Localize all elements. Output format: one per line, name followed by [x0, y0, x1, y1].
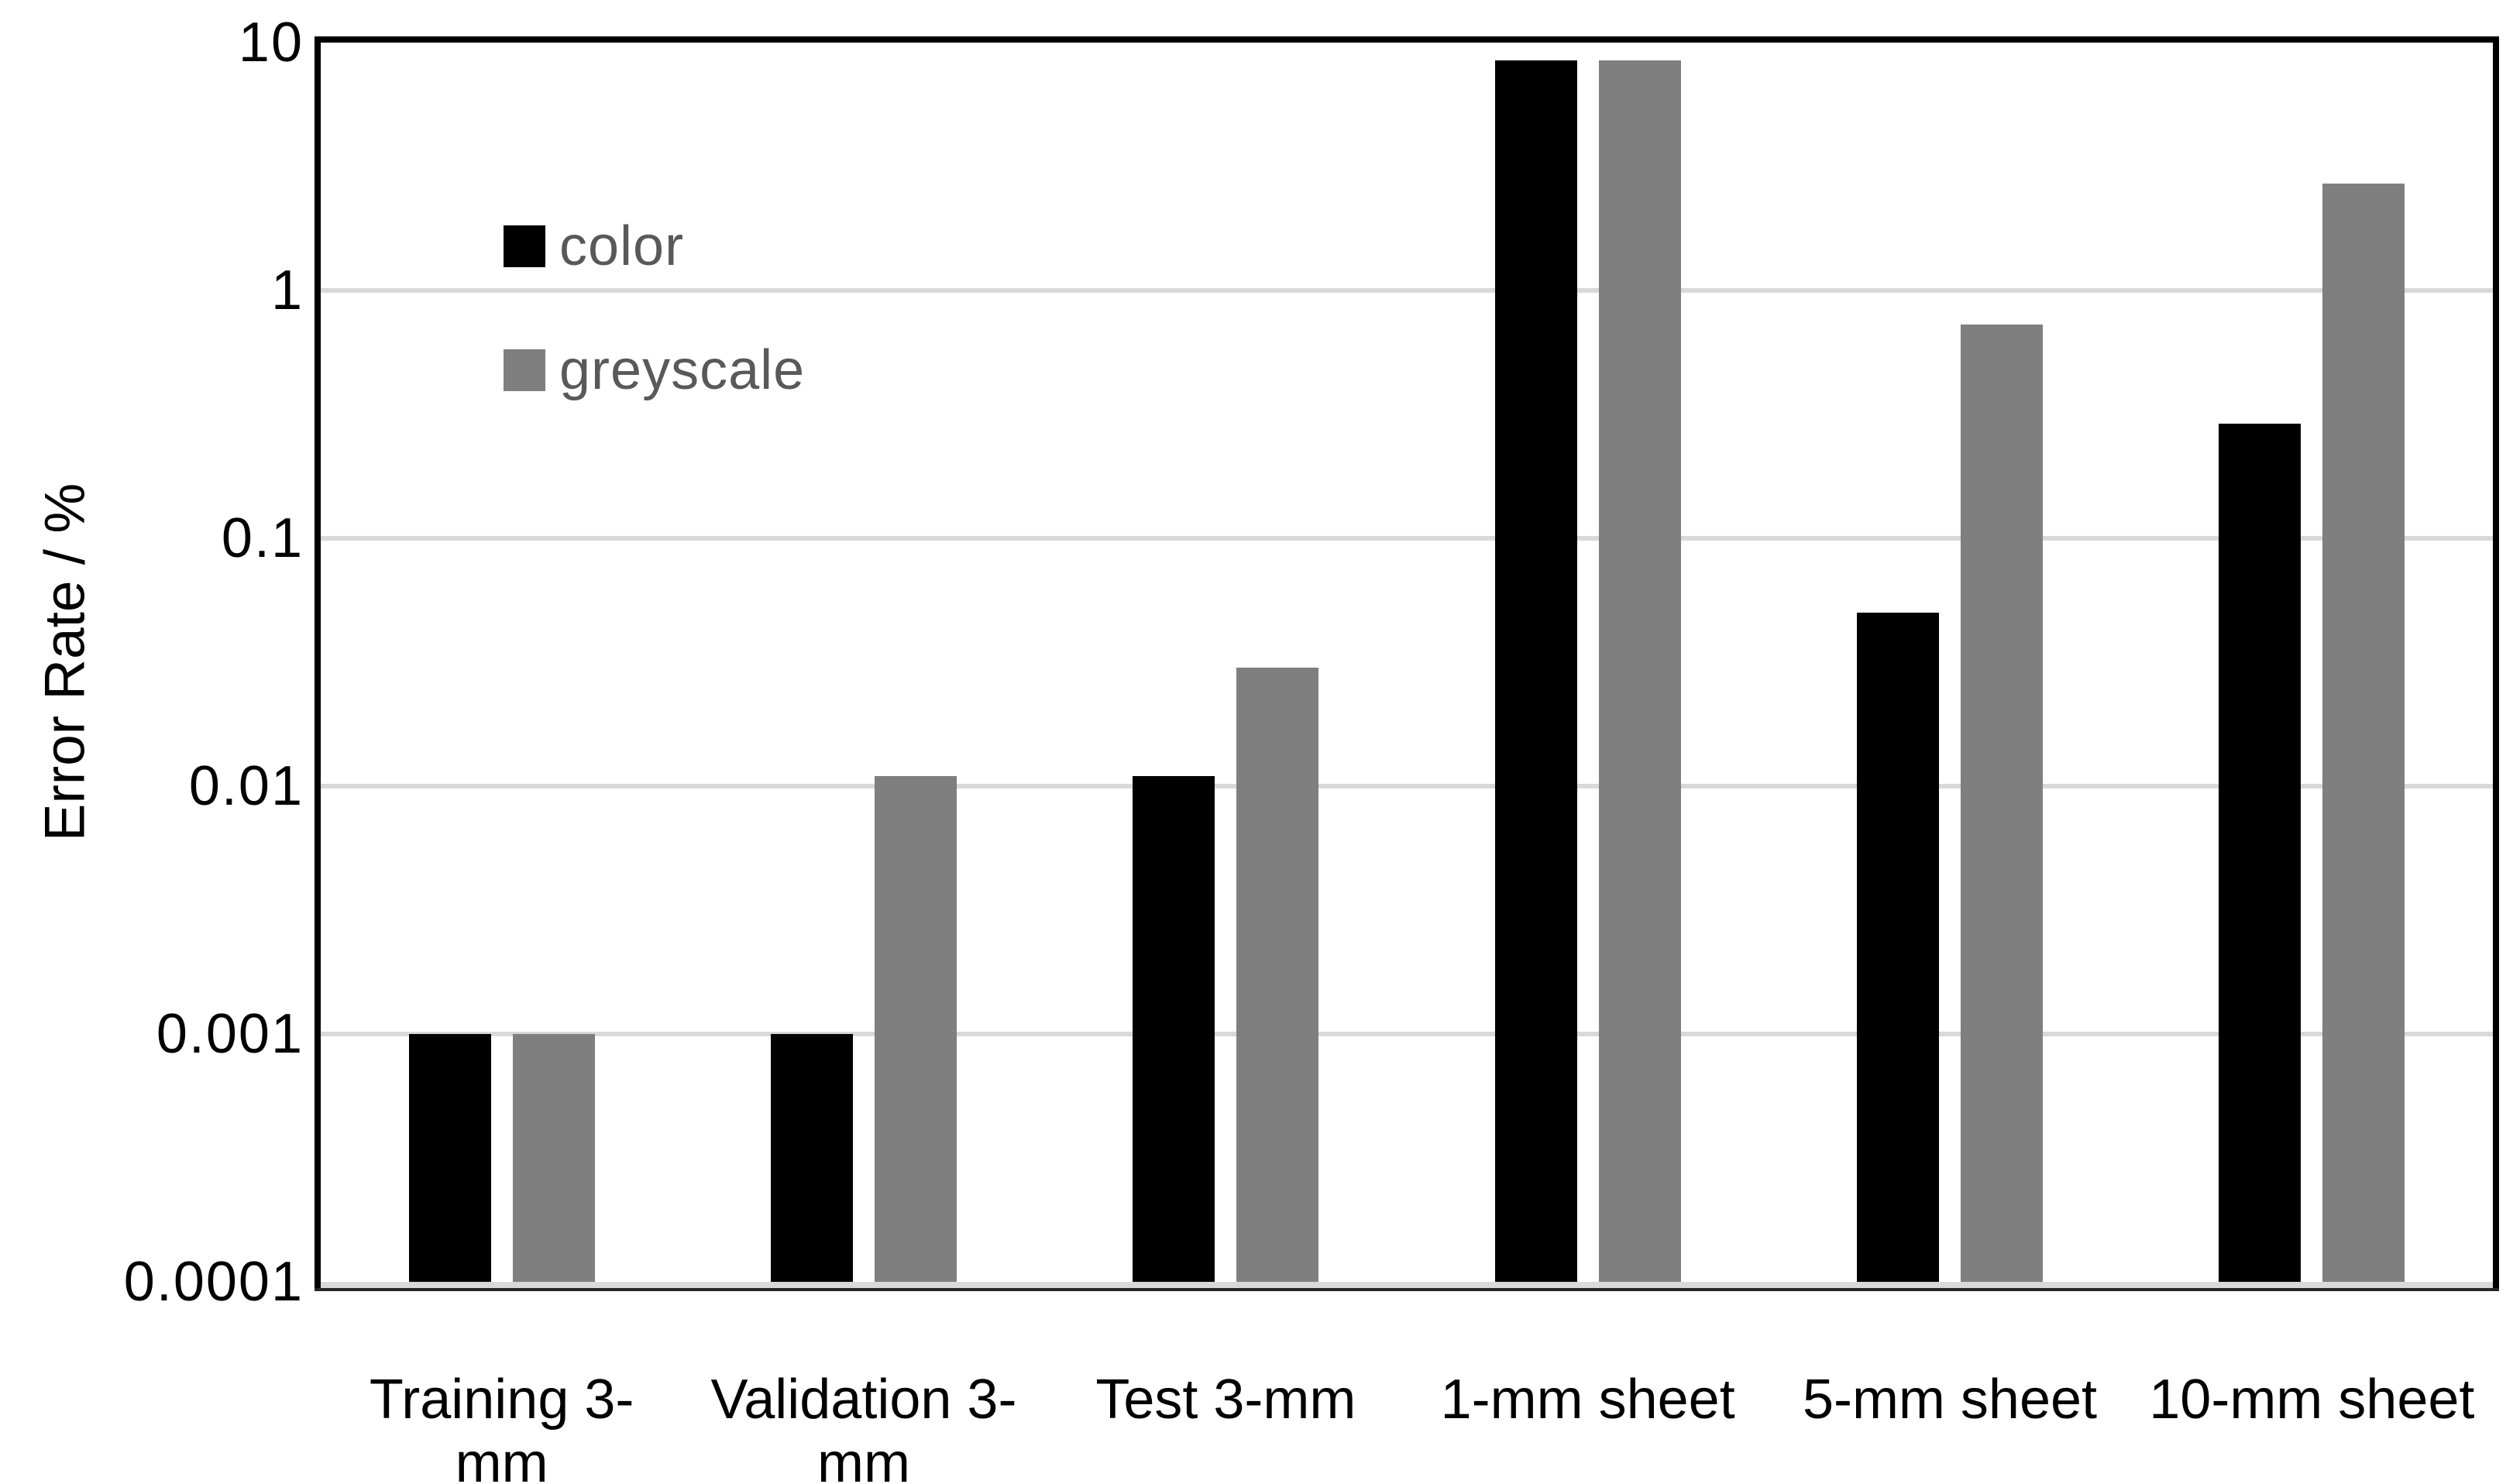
plot-area [321, 43, 2493, 1282]
bar-color-validation-3-mm [771, 1034, 853, 1282]
y-tick-label-10: 10 [238, 12, 304, 74]
bar-color-training-3-mm [408, 1034, 491, 1282]
bar-greyscale-10-mm-sheet [2322, 183, 2405, 1282]
x-axis-label-validation-3-mm: Validation 3- mm [678, 1368, 1050, 1484]
bar-greyscale-5-mm-sheet [1961, 324, 2043, 1282]
x-axis-label-line: mm [455, 1432, 548, 1484]
x-axis-label-10-mm-sheet: 10-mm sheet [2126, 1368, 2498, 1431]
x-axis-label-test-3-mm: Test 3-mm [1040, 1368, 1411, 1431]
bar-greyscale-1-mm-sheet [1598, 60, 1681, 1282]
legend-label-color: color [559, 215, 685, 277]
gridline-0.01 [321, 784, 2493, 788]
x-axis-label-line: 5-mm sheet [1802, 1369, 2098, 1431]
plot-border-top [315, 36, 2499, 43]
x-axis-label-line: 10-mm sheet [2149, 1369, 2475, 1431]
bar-greyscale-training-3-mm [512, 1034, 595, 1282]
x-axis-label-5-mm-sheet: 5-mm sheet [1764, 1368, 2136, 1431]
x-axis-label-training-3-mm: Training 3- mm [316, 1368, 688, 1484]
x-axis-line [321, 1282, 2493, 1288]
bar-greyscale-test-3-mm [1236, 668, 1319, 1282]
bar-color-1-mm-sheet [1494, 60, 1577, 1282]
x-axis-label-line: Test 3-mm [1095, 1369, 1356, 1431]
gridline-1 [321, 288, 2493, 293]
legend-swatch-greyscale-icon [504, 349, 545, 391]
x-axis-label-line: mm [817, 1432, 910, 1484]
bar-color-5-mm-sheet [1857, 613, 1939, 1282]
plot-border-right [2493, 36, 2499, 1288]
x-axis-line-edge [315, 1288, 2499, 1291]
y-tick-label-0.1: 0.1 [221, 507, 304, 569]
x-axis-label-line: Validation 3- [710, 1369, 1017, 1431]
bar-color-10-mm-sheet [2219, 424, 2302, 1282]
x-axis-label-1-mm-sheet: 1-mm sheet [1402, 1368, 1774, 1431]
y-tick-label-0.001: 0.001 [156, 1003, 304, 1065]
x-axis-label-line: Training 3- [369, 1369, 634, 1431]
legend-item-greyscale: greyscale [504, 339, 805, 401]
legend-swatch-color-icon [504, 225, 545, 267]
plot-border-left [315, 36, 321, 1288]
bar-color-test-3-mm [1133, 775, 1215, 1282]
gridline-0.001 [321, 1032, 2493, 1036]
x-axis-label-line: 1-mm sheet [1440, 1369, 1735, 1431]
y-tick-label-0.01: 0.01 [188, 755, 304, 817]
gridline-0.1 [321, 536, 2493, 541]
legend-label-greyscale: greyscale [559, 339, 806, 401]
y-tick-label-1: 1 [270, 259, 304, 321]
legend-item-color: color [504, 215, 684, 277]
bar-greyscale-validation-3-mm [875, 775, 957, 1282]
y-tick-label-0.0001: 0.0001 [123, 1251, 304, 1313]
